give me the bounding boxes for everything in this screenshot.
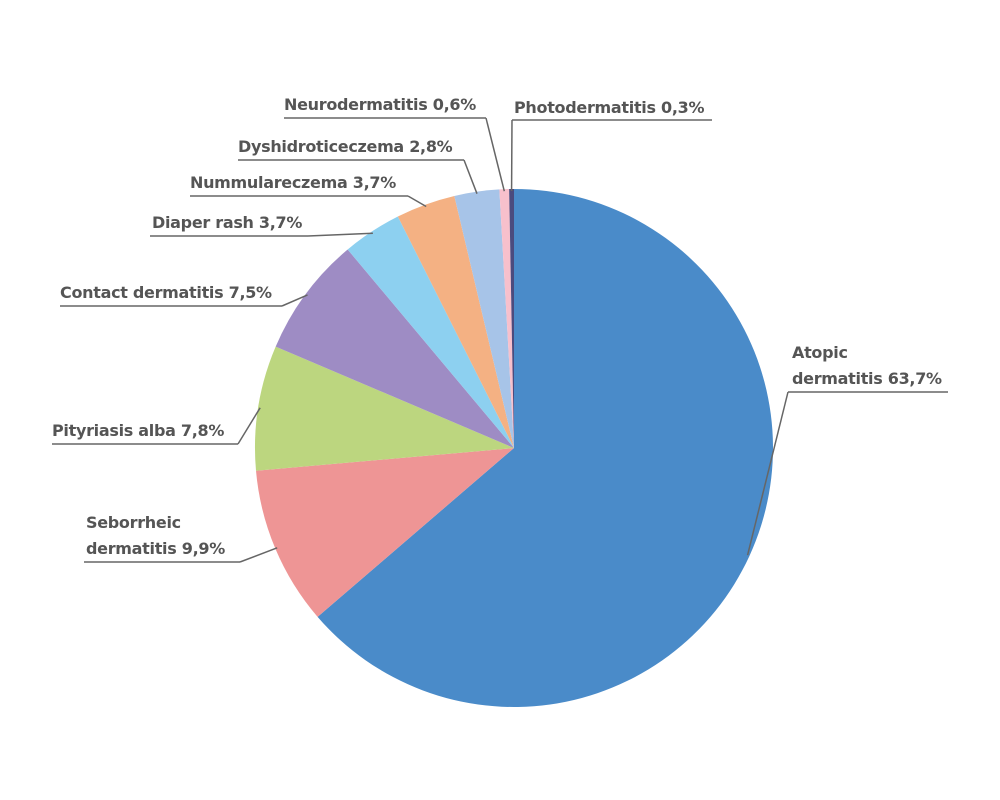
value-label: 7,8%	[180, 421, 225, 440]
pie-slice	[317, 189, 773, 707]
category-label: Contact dermatitis	[60, 283, 224, 302]
value-label: 2,8%	[409, 137, 453, 156]
category-label: Seborrheic dermatitis	[86, 513, 181, 558]
value-label: 3,7%	[352, 173, 396, 192]
category-label: Nummulareczema	[190, 173, 348, 192]
pie-slice	[256, 448, 514, 617]
leader-line	[307, 232, 373, 237]
pie-slice	[275, 249, 514, 448]
slice-label: Atopic dermatitis 63,7%	[792, 340, 942, 392]
leader-line	[239, 547, 278, 563]
slice-label: Seborrheic dermatitis 9,9%	[86, 510, 236, 562]
slice-label: Pityriasis alba 7,8%	[52, 418, 224, 444]
slice-label: Dyshidroticeczema 2,8%	[238, 134, 453, 160]
category-label: Neurodermatitis	[284, 95, 428, 114]
category-label: Pityriasis alba	[52, 421, 176, 440]
slice-label: Contact dermatitis 7,5%	[60, 280, 272, 306]
pie-slice	[397, 195, 514, 448]
slice-label: Diaper rash 3,7%	[152, 210, 302, 236]
slice-label: Nummulareczema 3,7%	[190, 170, 396, 196]
leader-line	[281, 294, 308, 307]
value-label: 0,6%	[432, 95, 476, 114]
value-label: 7,5%	[228, 283, 272, 302]
pie-slice	[454, 189, 514, 448]
slice-label: Neurodermatitis 0,6%	[284, 92, 476, 118]
leader-line	[746, 391, 789, 556]
pie-slice	[509, 189, 514, 448]
slice-label: Photodermatitis 0,3%	[514, 95, 704, 121]
leader-line	[463, 159, 478, 194]
leader-line	[237, 407, 261, 445]
value-label: 3,7%	[258, 213, 303, 232]
leader-line	[407, 195, 427, 208]
pie-slice	[347, 216, 514, 448]
leader-line	[485, 117, 506, 192]
value-label: 63,7%	[887, 369, 942, 388]
category-label: Photodermatitis	[514, 98, 656, 117]
category-label: Dyshidroticeczema	[238, 137, 404, 156]
value-label: 0,3%	[661, 98, 705, 117]
pie-slice	[499, 189, 514, 448]
pie-slice	[255, 346, 514, 471]
value-label: 9,9%	[181, 539, 225, 558]
category-label: Atopic dermatitis	[792, 343, 883, 388]
category-label: Diaper rash	[152, 213, 254, 232]
